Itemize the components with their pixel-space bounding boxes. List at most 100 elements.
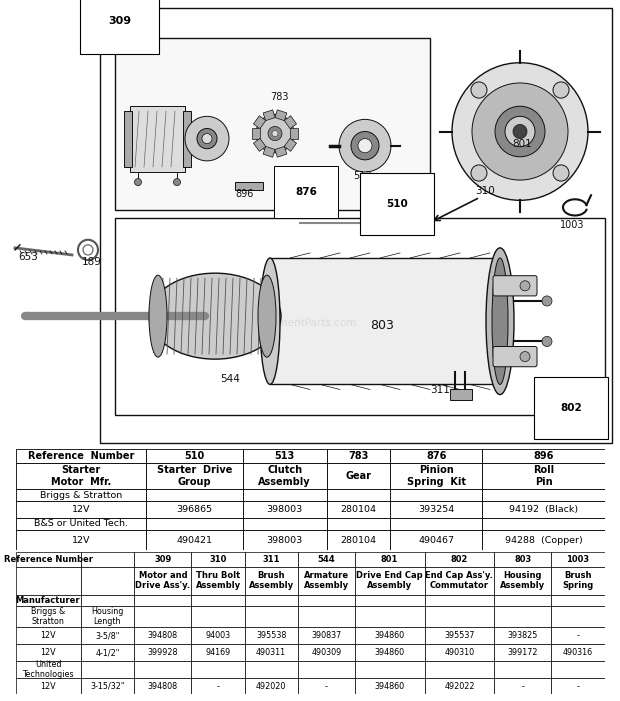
Bar	[327, 489, 390, 501]
Bar	[327, 530, 390, 550]
Text: Briggs & Stratton: Briggs & Stratton	[40, 491, 122, 500]
Circle shape	[351, 132, 379, 160]
Bar	[192, 679, 245, 694]
Text: -: -	[577, 681, 579, 690]
Ellipse shape	[149, 273, 281, 359]
Circle shape	[256, 114, 294, 153]
Bar	[275, 110, 287, 121]
Text: United
Technologies: United Technologies	[22, 660, 74, 679]
Circle shape	[520, 352, 530, 362]
Bar	[16, 644, 81, 662]
Text: End Cap Ass'y.
Commutator: End Cap Ass'y. Commutator	[425, 571, 494, 590]
Bar	[245, 644, 298, 662]
Bar	[263, 110, 275, 121]
Text: 803: 803	[370, 319, 394, 332]
Bar	[298, 566, 355, 595]
Bar	[16, 679, 81, 694]
Text: 394808: 394808	[148, 632, 178, 641]
Bar	[551, 595, 604, 606]
Bar	[494, 662, 551, 679]
Text: -: -	[577, 632, 579, 641]
Bar	[135, 595, 192, 606]
Bar	[494, 566, 551, 595]
Text: 492020: 492020	[256, 681, 286, 690]
Text: 653: 653	[18, 252, 38, 262]
Bar	[263, 147, 275, 157]
Text: Reference  Number: Reference Number	[27, 451, 134, 461]
Text: Pinion
Spring  Kit: Pinion Spring Kit	[407, 465, 466, 487]
Bar	[482, 489, 604, 501]
Text: Clutch
Assembly: Clutch Assembly	[259, 465, 311, 487]
Bar	[16, 501, 146, 518]
FancyBboxPatch shape	[493, 275, 537, 296]
Circle shape	[268, 126, 282, 141]
Text: 490316: 490316	[563, 648, 593, 658]
Bar	[81, 552, 135, 566]
Bar	[482, 449, 604, 463]
Text: 12V: 12V	[71, 505, 90, 514]
Bar	[135, 679, 192, 694]
Bar	[146, 449, 242, 463]
Bar	[16, 606, 81, 627]
Circle shape	[495, 107, 545, 157]
Bar	[390, 518, 482, 530]
Bar	[494, 679, 551, 694]
Text: 394808: 394808	[148, 681, 178, 690]
Bar	[135, 644, 192, 662]
Bar	[16, 518, 146, 530]
Bar	[245, 627, 298, 644]
Bar	[245, 595, 298, 606]
Circle shape	[505, 116, 535, 147]
Bar	[135, 627, 192, 644]
Bar	[390, 449, 482, 463]
Bar	[245, 679, 298, 694]
Circle shape	[272, 130, 278, 137]
Circle shape	[513, 125, 527, 139]
Bar	[81, 627, 135, 644]
Bar	[327, 463, 390, 489]
Bar	[16, 489, 146, 501]
Bar	[192, 662, 245, 679]
Bar	[242, 449, 327, 463]
Text: 399928: 399928	[148, 648, 178, 658]
Bar	[252, 128, 260, 139]
Circle shape	[520, 280, 530, 291]
Bar	[355, 679, 425, 694]
Bar	[242, 501, 327, 518]
Bar	[290, 128, 298, 139]
Bar	[254, 138, 266, 151]
Text: 395538: 395538	[256, 632, 286, 641]
Bar	[482, 518, 604, 530]
Text: -: -	[521, 681, 525, 690]
Bar	[242, 518, 327, 530]
Text: 3-5/8": 3-5/8"	[95, 632, 120, 641]
Bar	[355, 566, 425, 595]
Bar	[115, 39, 430, 210]
Bar	[192, 552, 245, 566]
Circle shape	[358, 139, 372, 153]
Bar	[275, 147, 287, 157]
Ellipse shape	[149, 275, 167, 357]
Ellipse shape	[490, 258, 510, 384]
Text: Briggs &
Stratton: Briggs & Stratton	[31, 607, 65, 626]
Bar	[115, 217, 605, 415]
Bar	[425, 679, 494, 694]
Bar	[81, 644, 135, 662]
Text: 4-1/2": 4-1/2"	[95, 648, 120, 658]
Bar	[551, 679, 604, 694]
Circle shape	[202, 134, 212, 144]
Bar	[81, 679, 135, 694]
Bar	[298, 662, 355, 679]
Bar	[100, 8, 612, 443]
Bar	[81, 566, 135, 595]
Text: 802: 802	[560, 403, 582, 413]
Text: Gear: Gear	[345, 471, 371, 481]
Bar	[135, 606, 192, 627]
Text: 396865: 396865	[176, 505, 213, 514]
Bar	[192, 595, 245, 606]
Bar	[242, 463, 327, 489]
Bar	[135, 662, 192, 679]
Bar	[254, 116, 266, 129]
Text: 802: 802	[451, 555, 468, 564]
Bar	[135, 552, 192, 566]
